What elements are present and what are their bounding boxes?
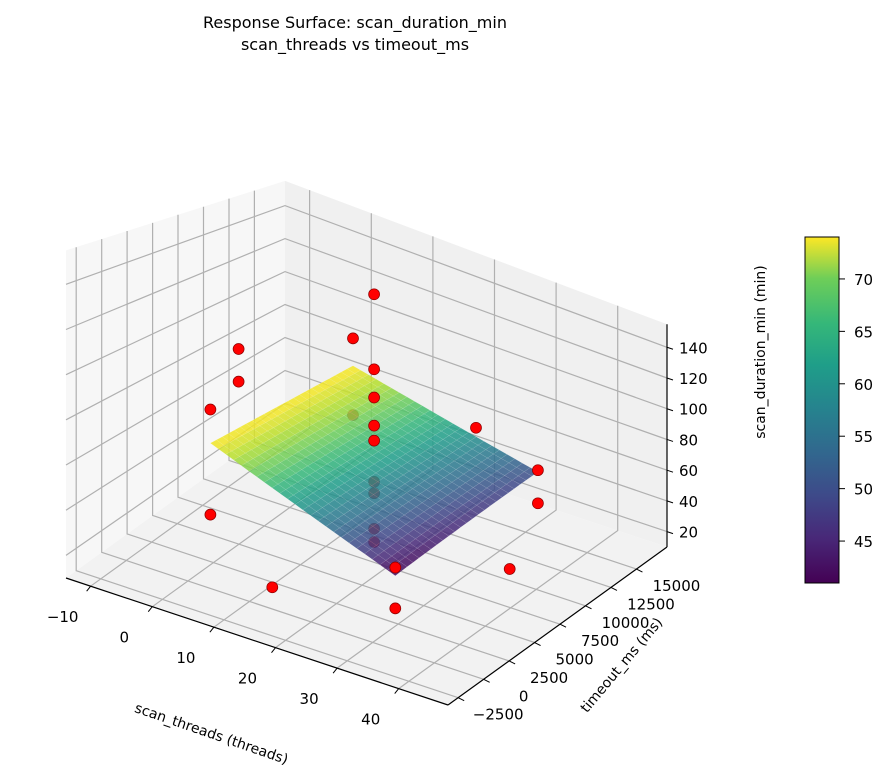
data-point	[389, 561, 402, 574]
z-axis-label: scan_duration_min (min)	[753, 265, 769, 439]
data-point	[368, 434, 380, 447]
z-tick-label: 40	[679, 493, 698, 511]
y-tick-label: 5000	[555, 651, 593, 669]
data-point	[266, 581, 279, 594]
data-point	[470, 421, 482, 434]
y-tick-label: −2500	[473, 706, 524, 724]
y-tick-label: 15000	[653, 577, 701, 595]
chart-subtitle: scan_threads vs timeout_ms	[240, 35, 470, 54]
data-point	[232, 343, 245, 355]
response-surface	[210, 365, 539, 576]
colorbar-tick-label: 55	[854, 428, 873, 446]
axes-panes	[66, 180, 667, 705]
colorbar-tick-label: 65	[854, 323, 873, 341]
y-tick-label: 0	[519, 687, 529, 705]
z-tick-label: 60	[679, 462, 698, 480]
z-tick-label: 120	[679, 370, 708, 388]
x-tick-label: 20	[238, 670, 257, 688]
y-tick-label: 2500	[530, 669, 568, 687]
data-point	[368, 363, 380, 376]
z-tick-label: 80	[679, 431, 698, 449]
data-point	[232, 375, 245, 388]
colorbar-tick-label: 70	[854, 271, 873, 289]
y-tick-label: 7500	[581, 632, 619, 650]
data-point	[532, 464, 544, 477]
y-axis-line	[447, 546, 668, 706]
x-tick-label: 30	[300, 690, 319, 708]
back-pane	[285, 180, 667, 547]
axis-lines	[65, 324, 674, 706]
colorbar-tick-label: 45	[854, 533, 873, 551]
data-point	[503, 563, 516, 575]
z-tick-label: 20	[679, 524, 698, 542]
data-point	[204, 508, 217, 521]
data-point	[368, 288, 380, 301]
data-point	[368, 391, 380, 404]
x-axis-label: scan_threads (threads)	[132, 700, 290, 765]
chart-title-main: Response Surface: scan_duration_min	[203, 13, 507, 32]
y-tick-label: 12500	[627, 595, 675, 613]
data-points-front	[204, 288, 544, 594]
colorbar-tick-label: 50	[854, 481, 873, 499]
x-tick-label: −10	[47, 608, 79, 626]
floor-pane	[66, 420, 667, 705]
colorbar-gradient	[804, 236, 840, 584]
colorbar-tick-label: 60	[854, 376, 873, 394]
x-tick-label: 10	[176, 649, 195, 667]
x-tick-label: 40	[361, 711, 380, 729]
chart-title: Response Surface: scan_duration_min scan…	[0, 12, 710, 56]
side-pane	[66, 180, 285, 578]
data-point	[347, 332, 359, 345]
x-axis-line	[65, 577, 449, 706]
z-tick-label: 100	[679, 401, 708, 419]
z-tick-label: 140	[679, 339, 708, 357]
colorbar: 45 50 55 60 65 70	[804, 236, 873, 584]
y-tick-label: 10000	[602, 614, 650, 632]
data-point	[368, 419, 380, 432]
data-point	[204, 403, 217, 416]
colorbar-ticks: 45 50 55 60 65 70	[839, 271, 873, 551]
data-point	[389, 602, 402, 615]
x-tick-label: 0	[119, 629, 129, 647]
data-point	[532, 497, 544, 510]
